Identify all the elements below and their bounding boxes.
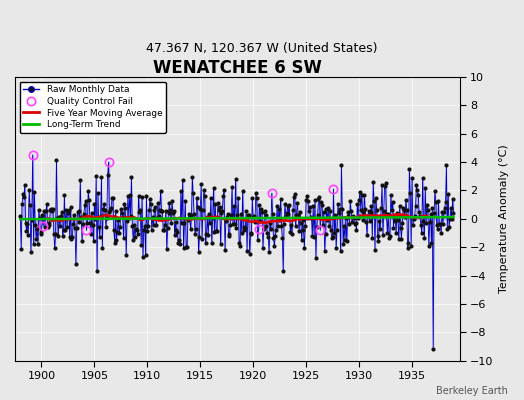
Legend: Raw Monthly Data, Quality Control Fail, Five Year Moving Average, Long-Term Tren: Raw Monthly Data, Quality Control Fail, …: [19, 82, 166, 133]
Title: WENATCHEE 6 SW: WENATCHEE 6 SW: [153, 59, 322, 77]
Text: 47.367 N, 120.367 W (United States): 47.367 N, 120.367 W (United States): [146, 42, 378, 55]
Y-axis label: Temperature Anomaly (°C): Temperature Anomaly (°C): [499, 144, 509, 293]
Text: Berkeley Earth: Berkeley Earth: [436, 386, 508, 396]
